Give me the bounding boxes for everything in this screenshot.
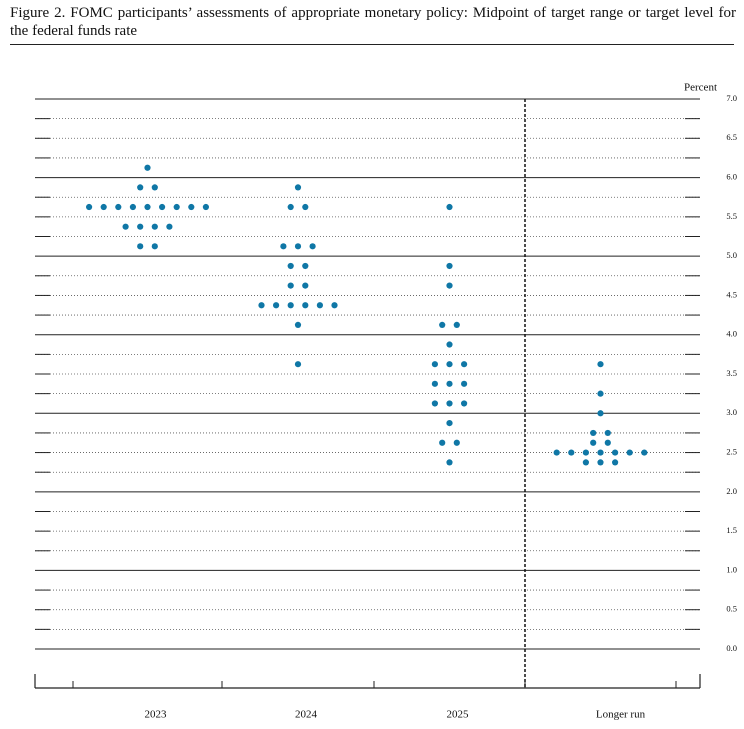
dot — [597, 390, 604, 397]
dot — [461, 380, 468, 387]
dot — [151, 223, 158, 230]
dot — [597, 459, 604, 466]
dot — [202, 203, 209, 211]
dot — [431, 400, 438, 407]
dot — [446, 400, 453, 407]
dot — [604, 439, 611, 446]
dot — [612, 449, 619, 456]
y-tick-label: 2.5 — [726, 447, 737, 457]
y-tick-label: 6.0 — [726, 172, 737, 182]
dot — [431, 380, 438, 387]
y-tick-label: 5.0 — [726, 250, 737, 260]
dot — [582, 459, 590, 466]
y-tick-label: 3.0 — [726, 407, 737, 417]
dot — [294, 321, 302, 328]
dot — [280, 243, 287, 250]
title-rule — [10, 44, 734, 45]
dot — [137, 184, 144, 191]
dot — [461, 400, 468, 407]
dot — [115, 203, 122, 211]
y-tick-label: 1.0 — [726, 564, 737, 574]
dot — [597, 361, 604, 368]
dot — [582, 449, 590, 456]
dot — [294, 243, 302, 250]
dot — [258, 302, 265, 309]
dot — [188, 203, 195, 211]
dot — [597, 449, 604, 456]
dot — [461, 361, 468, 368]
dot — [151, 184, 158, 191]
dot — [604, 429, 611, 437]
dot — [86, 203, 93, 211]
dot — [446, 420, 453, 427]
y-tick-label: 3.5 — [726, 368, 737, 378]
dot — [597, 410, 604, 417]
dot — [446, 282, 453, 289]
y-tick-label: 4.5 — [726, 289, 737, 299]
dot — [100, 203, 107, 211]
dot — [122, 223, 129, 230]
dot — [431, 361, 438, 368]
y-tick-label: 4.0 — [726, 329, 737, 339]
dot — [446, 459, 453, 466]
dot — [129, 203, 136, 211]
dot — [302, 302, 309, 309]
dot — [626, 449, 633, 456]
chart-title: Figure 2. FOMC participants’ assessments… — [10, 5, 736, 39]
y-tick-label: 1.5 — [726, 525, 737, 535]
dot — [137, 223, 144, 230]
dot — [331, 302, 338, 309]
dot — [151, 243, 158, 250]
dot — [273, 302, 280, 309]
dot — [446, 380, 453, 387]
dot — [439, 439, 446, 446]
x-tick-label: 2023 — [145, 709, 168, 721]
dot — [612, 459, 619, 466]
dot — [446, 361, 453, 368]
dot — [173, 203, 180, 211]
dot — [287, 302, 294, 309]
dot — [453, 439, 460, 446]
y-axis-label: Percent — [684, 82, 717, 94]
x-tick-label: 2025 — [447, 709, 470, 721]
y-tick-label: 0.5 — [726, 604, 737, 614]
dot — [287, 203, 294, 211]
dot — [302, 262, 309, 270]
dot — [316, 302, 323, 309]
x-tick-label: Longer run — [596, 709, 646, 721]
dot — [287, 282, 294, 289]
y-tick-label: 7.0 — [726, 93, 737, 103]
dot — [302, 203, 309, 211]
dot — [439, 321, 446, 328]
y-tick-label: 0.0 — [726, 643, 737, 653]
dot — [137, 243, 144, 250]
dot — [641, 449, 648, 456]
dot — [568, 449, 575, 456]
dot — [309, 243, 316, 250]
dot — [287, 262, 294, 270]
y-tick-label: 2.0 — [726, 486, 737, 496]
dot — [446, 262, 453, 270]
x-tick-label: 2024 — [295, 709, 318, 721]
dot — [553, 449, 560, 456]
dot — [446, 203, 453, 211]
dot — [144, 164, 151, 171]
dot — [590, 439, 597, 446]
dot — [166, 223, 173, 230]
dot — [294, 361, 302, 368]
dot — [294, 184, 302, 191]
dot — [144, 203, 151, 211]
dot — [590, 429, 597, 437]
dot — [159, 203, 166, 211]
dot — [453, 321, 460, 328]
y-tick-label: 6.5 — [726, 132, 737, 142]
dot — [446, 341, 453, 348]
y-tick-label: 5.5 — [726, 211, 737, 221]
dot — [302, 282, 309, 289]
